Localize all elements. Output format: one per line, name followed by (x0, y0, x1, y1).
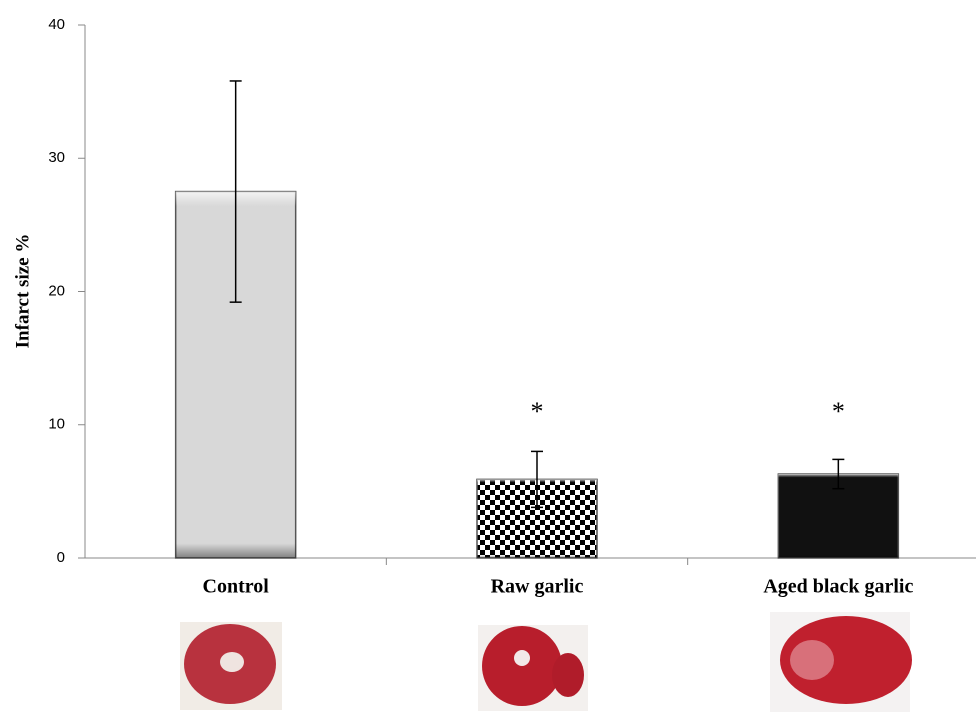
significance-marker: * (531, 397, 544, 426)
y-tick-label: 0 (57, 549, 65, 566)
heart-slice-lumen (514, 650, 530, 666)
heart-slice-images (180, 612, 912, 712)
heart-slice (780, 616, 912, 704)
heart-slice (790, 640, 834, 680)
x-tick-label: Control (203, 576, 270, 598)
x-tick-label: Raw garlic (491, 576, 584, 598)
y-tick-label: 10 (48, 416, 65, 433)
y-axis-label: Infarct size % (12, 234, 33, 349)
x-tick-label: Aged black garlic (763, 576, 913, 598)
y-tick-label: 40 (48, 16, 65, 33)
heart-slice (552, 653, 584, 697)
heart-slice-lumen (220, 652, 244, 672)
y-tick-label: 20 (48, 282, 65, 299)
y-tick-label: 30 (48, 149, 65, 166)
significance-marker: * (832, 397, 845, 426)
